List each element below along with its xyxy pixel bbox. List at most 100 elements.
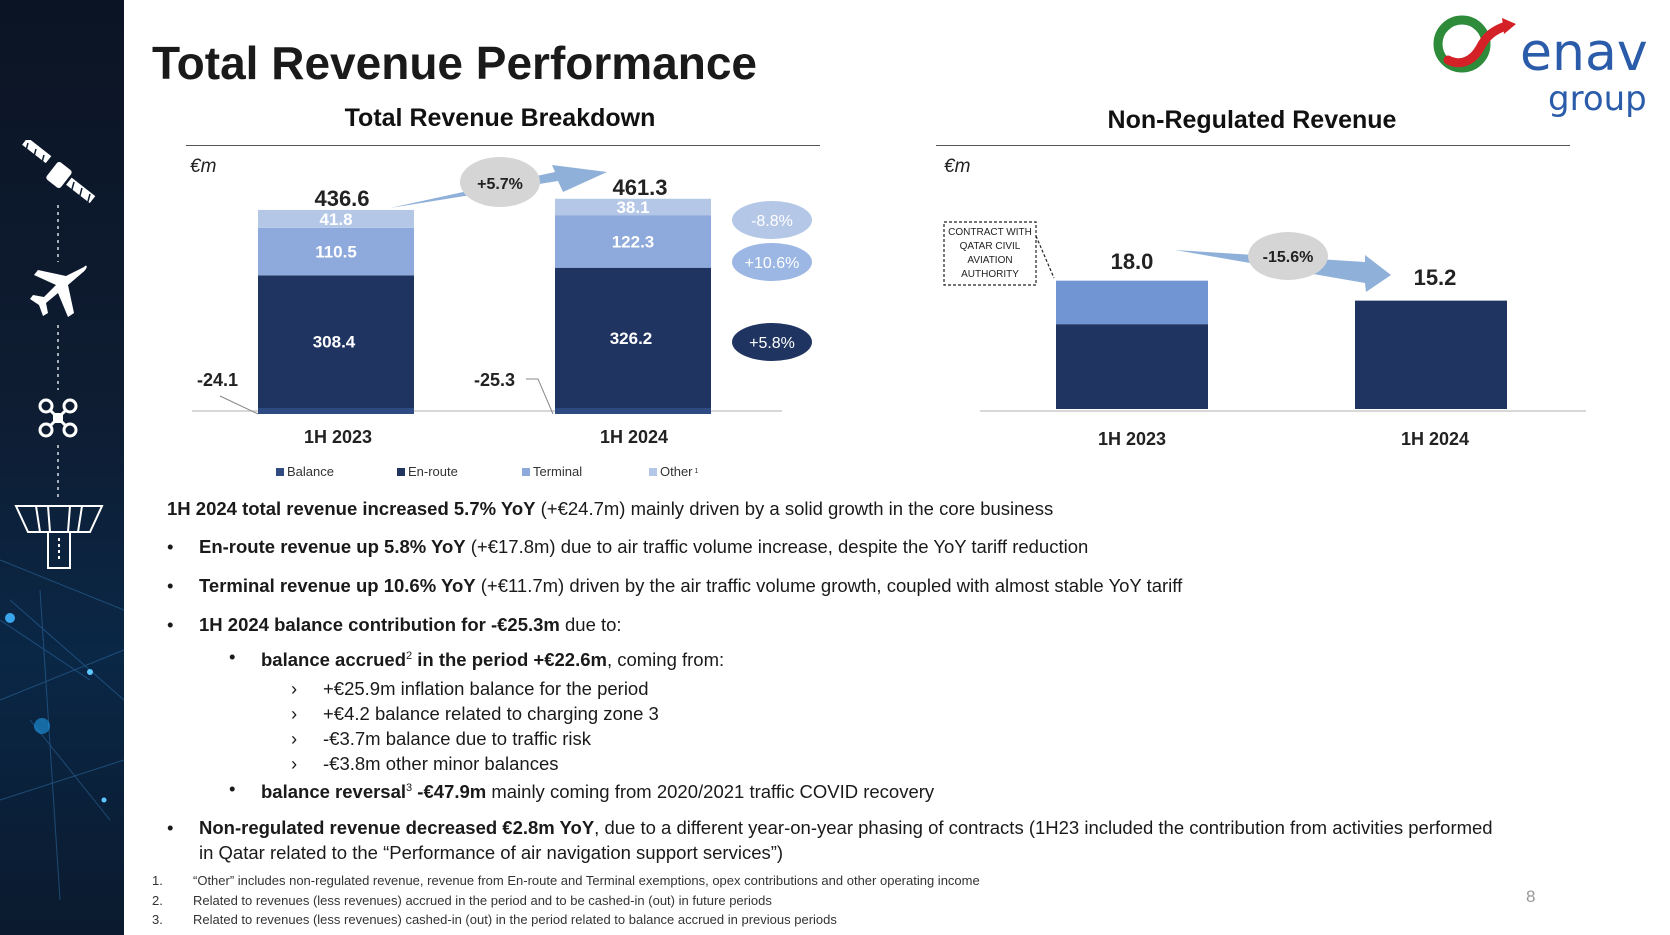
legend-other-label: Other	[660, 464, 693, 479]
logo-name: enav	[1520, 23, 1648, 83]
page-title: Total Revenue Performance	[152, 37, 758, 89]
chart2-title-rule	[936, 145, 1570, 146]
enav-logo: enav group	[1433, 15, 1648, 119]
decorative-sidebar	[0, 0, 124, 935]
nonreg-line: Non-regulated revenue decreased €2.8m Yo…	[199, 815, 1493, 840]
bar-balance-2023	[258, 407, 414, 414]
terminal-line: Terminal revenue up 10.6% YoY (+€11.7m) …	[199, 573, 1182, 598]
legend-balance-swatch	[276, 467, 284, 476]
runway-icon	[14, 505, 104, 569]
chart1-category-2024: 1H 2024	[600, 427, 668, 447]
bullet-dot: •	[167, 536, 174, 557]
balance-bold: 1H 2024 balance contribution for -€25.3m	[199, 614, 560, 635]
enroute-growth-label: +5.8%	[749, 335, 795, 352]
chart2-category-2024: 1H 2024	[1401, 429, 1469, 449]
qatar-callout-line2: QATAR CIVIL	[960, 241, 1021, 252]
nonreg-growth-label: -15.6%	[1263, 249, 1314, 266]
nonreg-bar-base-2024	[1355, 300, 1507, 409]
other-growth-label: -8.8%	[751, 213, 793, 230]
bullet-dot: •	[167, 614, 174, 635]
accrued-bold-b: in the period +€22.6m	[412, 649, 607, 671]
logo-tagline: group	[1548, 79, 1647, 119]
footnote-2-num: 2.	[152, 892, 163, 908]
accrued-sup: 2	[406, 650, 413, 662]
legend-footnote-ref: 1	[694, 468, 699, 475]
footnote-1-num: 1.	[152, 873, 163, 888]
legend-other: Other 1	[649, 464, 698, 479]
sub-item-4: -€3.8m other minor balances	[323, 753, 559, 774]
bar-other-2023	[258, 209, 414, 228]
enroute-rest: (+€17.8m) due to air traffic volume incr…	[465, 536, 1089, 557]
nonreg-rest: , due to a different year-on-year phasin…	[594, 817, 1493, 838]
terminal-growth-bubble	[732, 243, 812, 281]
nonreg-total-2023: 18.0	[1111, 249, 1154, 274]
drone-icon	[38, 398, 78, 438]
chart1-unit: €m	[190, 156, 217, 177]
sub-bullet: ›	[291, 678, 298, 699]
chart2-category-2023: 1H 2023	[1098, 429, 1166, 449]
label-enroute-2023: 308.4	[313, 333, 356, 352]
bar-terminal-2023	[258, 227, 414, 276]
enroute-line: En-route revenue up 5.8% YoY (+€17.8m) d…	[199, 534, 1088, 559]
nonreg-bold: Non-regulated revenue decreased €2.8m Yo…	[199, 817, 595, 838]
reversal-line: balance reversal3 -€47.9m mainly coming …	[261, 776, 934, 804]
other-growth-bubble	[732, 201, 812, 239]
footnote-2-text: Related to revenues (less revenues) accr…	[193, 892, 772, 908]
sub-item-2: +€4.2 balance related to charging zone 3	[323, 703, 659, 724]
qatar-callout-line4: AUTHORITY	[961, 269, 1019, 280]
bar-enroute-2024	[555, 267, 711, 408]
chart1-title-rule	[186, 145, 820, 146]
page-number: 8	[1526, 887, 1536, 906]
chart1-category-2023: 1H 2023	[304, 427, 372, 447]
nonreg-bar-base-2023	[1056, 324, 1208, 409]
qatar-callout-leader	[1035, 235, 1055, 279]
bar-balance-2024	[555, 407, 711, 414]
legend-balance: Balance	[276, 464, 334, 479]
growth-bubble	[460, 157, 540, 207]
bar-terminal-2024	[555, 215, 711, 268]
footnote-3-num: 3.	[152, 912, 163, 927]
legend-other-swatch	[649, 467, 657, 476]
balance-label-2024: -25.3	[474, 370, 515, 390]
chart2-title: Non-Regulated Revenue	[1107, 106, 1397, 134]
bullet-dot: •	[167, 575, 174, 596]
reversal-sup: 3	[406, 782, 413, 794]
chart2-unit: €m	[944, 156, 971, 177]
growth-label: +5.7%	[477, 176, 523, 193]
total-2024: 461.3	[612, 175, 667, 200]
sub-bullet: ›	[291, 728, 298, 749]
bar-enroute-2023	[258, 275, 414, 408]
reversal-bold-b: -€47.9m	[412, 781, 487, 803]
legend-terminal-label: Terminal	[533, 464, 583, 479]
chart1-title: Total Revenue Breakdown	[344, 104, 656, 132]
nonreg-bar-qatar-2023	[1056, 280, 1208, 325]
qatar-callout-line3: AVIATION	[967, 255, 1012, 266]
enroute-growth-bubble	[732, 323, 812, 361]
accrued-rest: , coming from:	[606, 649, 725, 671]
reversal-rest: mainly coming from 2020/2021 traffic COV…	[486, 781, 935, 803]
footnote-3-text: Related to revenues (less revenues) cash…	[193, 912, 837, 927]
airplane-icon	[30, 265, 87, 317]
terminal-bold: Terminal revenue up 10.6% YoY	[199, 575, 476, 596]
nonreg-arrow	[1175, 250, 1391, 292]
legend-terminal-swatch	[522, 467, 530, 476]
nonreg-total-2024: 15.2	[1414, 265, 1457, 290]
terminal-rest: (+€11.7m) driven by the air traffic volu…	[475, 575, 1183, 596]
network-pattern	[0, 205, 124, 901]
reversal-bold-a: balance reversal	[261, 781, 407, 803]
chart1-legend: Balance En-route Terminal Other 1	[276, 464, 736, 484]
footnote-1-text: “Other” includes non-regulated revenue, …	[193, 873, 980, 888]
label-other-2024: 38.1	[616, 198, 649, 217]
sub-bullet: ›	[291, 753, 298, 774]
legend-terminal: Terminal	[522, 464, 582, 479]
label-terminal-2023: 110.5	[315, 243, 357, 262]
bar-other-2024	[555, 198, 711, 216]
nonreg-growth-bubble	[1248, 232, 1328, 280]
sub-item-3: -€3.7m balance due to traffic risk	[323, 728, 592, 749]
legend-enroute-swatch	[397, 467, 405, 476]
qatar-callout-line1: CONTRACT WITH	[948, 227, 1032, 238]
terminal-growth-label: +10.6%	[745, 255, 800, 272]
legend-enroute: En-route	[397, 464, 458, 479]
